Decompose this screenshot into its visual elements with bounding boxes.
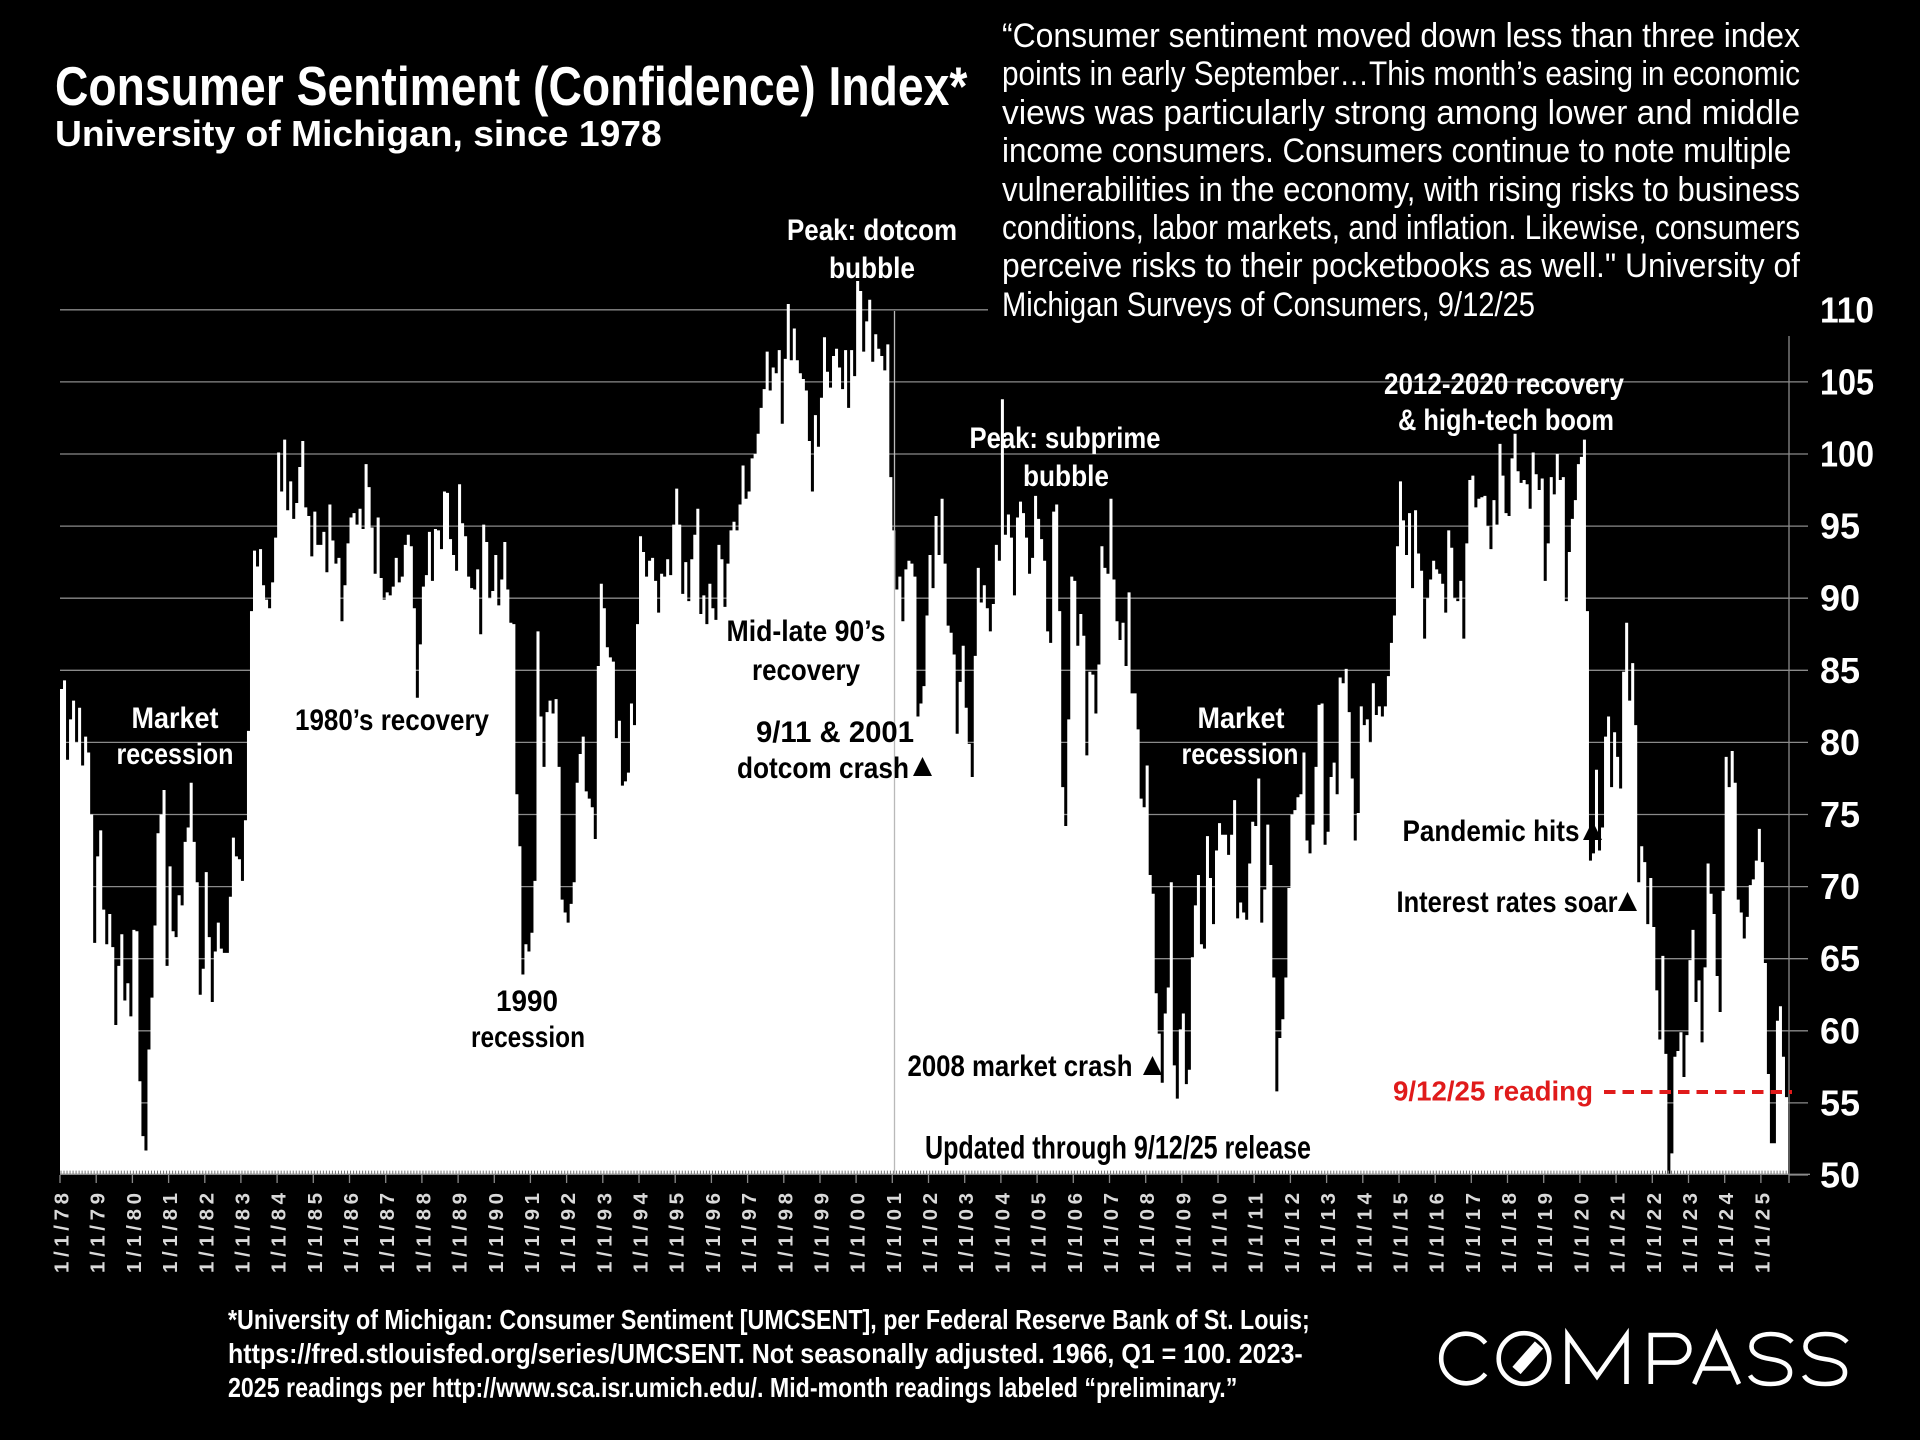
svg-text:recession: recession	[1182, 738, 1299, 771]
svg-text:1/1/22: 1/1/22	[1643, 1193, 1666, 1273]
svg-text:1/1/05: 1/1/05	[1028, 1193, 1051, 1273]
svg-text:105: 105	[1820, 361, 1874, 402]
svg-text:65: 65	[1820, 938, 1860, 979]
svg-text:1/1/14: 1/1/14	[1353, 1192, 1376, 1273]
svg-text:Mid-late 90’s: Mid-late 90’s	[727, 615, 886, 648]
svg-text:1/1/21: 1/1/21	[1607, 1193, 1630, 1273]
svg-text:90: 90	[1820, 578, 1860, 619]
svg-text:1/1/08: 1/1/08	[1136, 1193, 1159, 1273]
svg-text:1/1/20: 1/1/20	[1570, 1193, 1593, 1273]
svg-text:1/1/07: 1/1/07	[1100, 1193, 1123, 1273]
svg-text:1/1/25: 1/1/25	[1751, 1193, 1774, 1273]
svg-text:1/1/18: 1/1/18	[1498, 1193, 1521, 1273]
svg-text:Updated through 9/12/25 releas: Updated through 9/12/25 release	[925, 1129, 1311, 1165]
svg-text:1/1/93: 1/1/93	[593, 1193, 616, 1273]
svg-text:1/1/97: 1/1/97	[738, 1193, 761, 1273]
svg-text:recession: recession	[117, 738, 234, 771]
svg-text:1/1/84: 1/1/84	[268, 1192, 291, 1273]
svg-text:1/1/99: 1/1/99	[811, 1193, 834, 1273]
svg-text:2012-2020 recovery: 2012-2020 recovery	[1384, 368, 1624, 401]
svg-text:1/1/91: 1/1/91	[521, 1193, 544, 1273]
svg-text:1/1/87: 1/1/87	[376, 1193, 399, 1273]
svg-text:1/1/79: 1/1/79	[87, 1193, 110, 1273]
svg-text:1/1/82: 1/1/82	[195, 1193, 218, 1273]
svg-text:1/1/95: 1/1/95	[666, 1193, 689, 1273]
svg-text:1/1/90: 1/1/90	[485, 1193, 508, 1273]
svg-text:Market: Market	[132, 702, 219, 735]
svg-text:1/1/17: 1/1/17	[1462, 1193, 1485, 1273]
svg-text:1/1/16: 1/1/16	[1426, 1193, 1449, 1273]
svg-text:Pandemic hits: Pandemic hits	[1403, 815, 1580, 848]
svg-text:1/1/00: 1/1/00	[847, 1193, 870, 1273]
svg-text:1/1/83: 1/1/83	[231, 1193, 254, 1273]
svg-text:Peak: subprime: Peak: subprime	[970, 422, 1161, 455]
svg-text:50: 50	[1820, 1155, 1860, 1196]
svg-text:Peak: dotcom: Peak: dotcom	[787, 214, 957, 247]
svg-text:1/1/23: 1/1/23	[1679, 1193, 1702, 1273]
svg-text:1990: 1990	[496, 985, 558, 1018]
svg-text:recovery: recovery	[752, 654, 860, 687]
svg-text:1/1/85: 1/1/85	[304, 1193, 327, 1273]
svg-text:55: 55	[1820, 1082, 1860, 1123]
svg-text:70: 70	[1820, 866, 1860, 907]
svg-text:1/1/06: 1/1/06	[1064, 1193, 1087, 1273]
svg-text:1/1/12: 1/1/12	[1281, 1193, 1304, 1273]
svg-text:1980’s recovery: 1980’s recovery	[295, 704, 489, 737]
svg-text:1/1/98: 1/1/98	[774, 1193, 797, 1273]
svg-text:1/1/88: 1/1/88	[412, 1193, 435, 1273]
svg-text:2008 market crash: 2008 market crash	[908, 1050, 1133, 1083]
svg-text:1/1/96: 1/1/96	[702, 1193, 725, 1273]
svg-text:1/1/92: 1/1/92	[557, 1193, 580, 1273]
svg-text:1/1/10: 1/1/10	[1209, 1193, 1232, 1273]
svg-text:1/1/04: 1/1/04	[991, 1192, 1014, 1273]
svg-text:bubble: bubble	[829, 252, 915, 285]
svg-text:110: 110	[1820, 289, 1874, 330]
svg-text:Market: Market	[1198, 702, 1285, 735]
svg-text:1/1/02: 1/1/02	[919, 1193, 942, 1273]
svg-text:9/11 & 2001: 9/11 & 2001	[756, 716, 914, 749]
svg-text:1/1/09: 1/1/09	[1172, 1193, 1195, 1273]
svg-text:80: 80	[1820, 722, 1860, 763]
svg-text:75: 75	[1820, 794, 1860, 835]
svg-text:1/1/19: 1/1/19	[1534, 1193, 1557, 1273]
svg-text:bubble: bubble	[1023, 460, 1109, 493]
svg-text:Interest rates soar: Interest rates soar	[1397, 886, 1618, 919]
svg-text:9/12/25 reading: 9/12/25 reading	[1393, 1075, 1593, 1106]
svg-text:1/1/01: 1/1/01	[883, 1193, 906, 1273]
svg-text:60: 60	[1820, 1010, 1860, 1051]
svg-text:1/1/86: 1/1/86	[340, 1193, 363, 1273]
svg-text:1/1/89: 1/1/89	[449, 1193, 472, 1273]
svg-text:1/1/13: 1/1/13	[1317, 1193, 1340, 1273]
svg-text:1/1/11: 1/1/11	[1245, 1193, 1268, 1273]
svg-text:recession: recession	[471, 1021, 585, 1054]
svg-text:1/1/24: 1/1/24	[1715, 1192, 1738, 1273]
svg-text:95: 95	[1820, 506, 1860, 547]
svg-text:dotcom crash: dotcom crash	[737, 752, 909, 785]
svg-text:1/1/03: 1/1/03	[955, 1193, 978, 1273]
svg-text:100: 100	[1820, 434, 1874, 475]
svg-text:& high-tech boom: & high-tech boom	[1398, 404, 1614, 437]
svg-text:1/1/78: 1/1/78	[51, 1193, 74, 1273]
svg-text:1/1/80: 1/1/80	[123, 1193, 146, 1273]
svg-text:1/1/81: 1/1/81	[159, 1193, 182, 1273]
svg-text:1/1/94: 1/1/94	[630, 1192, 653, 1273]
svg-text:1/1/15: 1/1/15	[1390, 1193, 1413, 1273]
svg-text:85: 85	[1820, 650, 1860, 691]
